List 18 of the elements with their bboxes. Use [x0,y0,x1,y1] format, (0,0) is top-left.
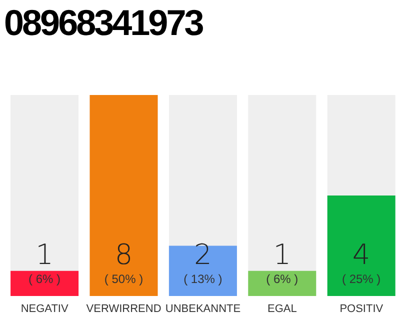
x-tick-label: EGAL [268,302,297,315]
x-tick-label: VERWIRREND [86,302,162,315]
x-tick-label: POSITIV [340,302,384,315]
bar [10,270,79,296]
data-label: 4 [352,238,370,271]
x-tick-label: NEGATIV [20,302,69,315]
chart-title: 08968341973 [4,2,202,44]
x-tick-label: UNBEKANNTE [165,302,241,315]
data-label: 8 [114,238,133,271]
data-label: 1 [273,238,292,271]
annotation: ( 13% ) [184,272,222,286]
annotation: ( 25% ) [342,272,381,286]
data-label: 2 [194,238,212,271]
bar [248,270,316,296]
data-label: 1 [36,238,54,271]
annotation: ( 50% ) [104,272,144,286]
annotation: ( 6% ) [28,272,61,286]
annotation: ( 6% ) [266,272,298,286]
